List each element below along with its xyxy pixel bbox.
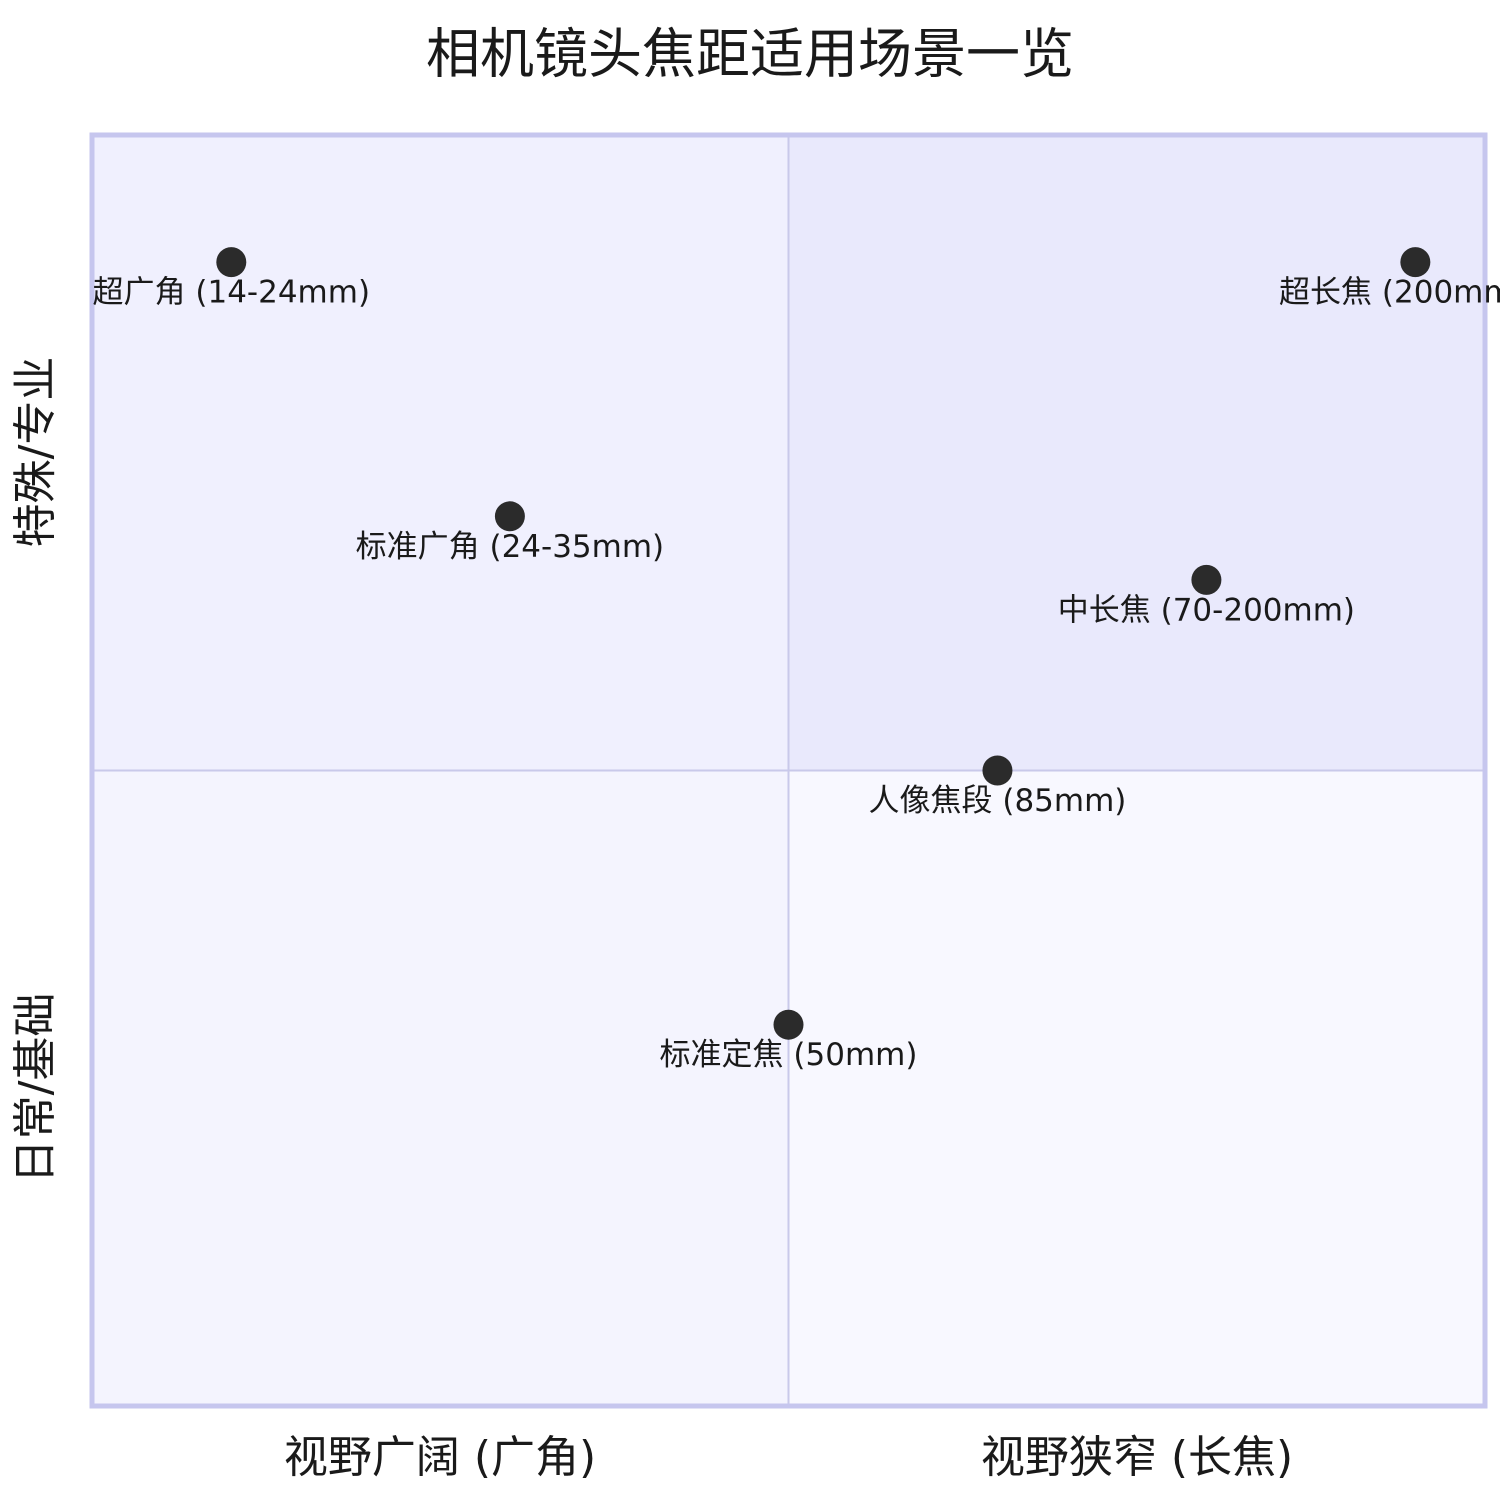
plot-border (89, 132, 1488, 1409)
point-label: 人像焦段 (85mm) (869, 783, 1127, 819)
x-axis-label-right: 视野狭窄 (长焦) (981, 1432, 1293, 1483)
chart-title: 相机镜头焦距适用场景一览 (426, 23, 1074, 86)
quadrant-bottom-right (788, 770, 1485, 1406)
x-axis-label-left: 视野广阔 (广角) (284, 1432, 596, 1483)
quadrant-top-right (788, 135, 1485, 771)
point-label: 中长焦 (70-200mm) (1058, 592, 1355, 628)
point (1400, 247, 1431, 278)
point (216, 247, 247, 278)
point-label: 标准广角 (24-35mm) (356, 529, 665, 565)
quadrant-top-left (92, 135, 789, 771)
point-label: 超长焦 (200mm+) (1279, 275, 1500, 311)
point-label: 标准定焦 (50mm) (660, 1037, 918, 1073)
point (773, 1009, 804, 1040)
y-axis-label-top: 特殊/专业 (10, 357, 61, 548)
point (1191, 564, 1222, 595)
point-label: 超广角 (14-24mm) (93, 275, 371, 311)
point (982, 755, 1013, 786)
point (494, 501, 525, 532)
quadrant-bottom-left (92, 770, 789, 1406)
y-axis-label-bottom: 日常/基础 (10, 993, 61, 1184)
